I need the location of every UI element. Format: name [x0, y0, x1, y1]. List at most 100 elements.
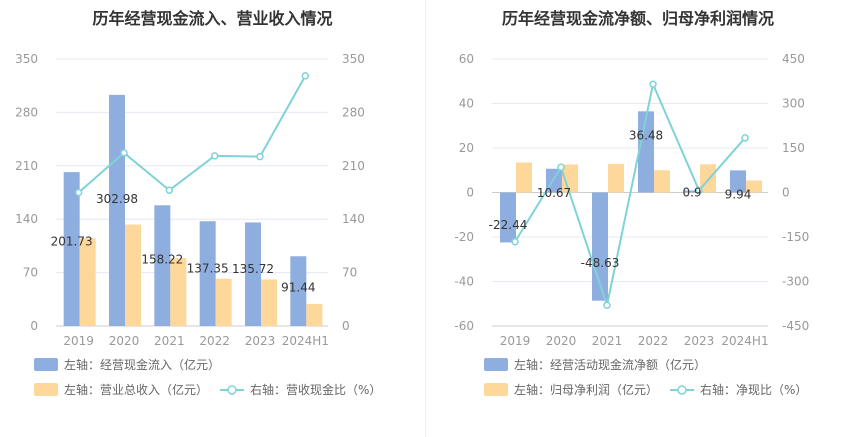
bar-secondary — [700, 164, 716, 193]
y-right-tick-label: 0 — [342, 319, 350, 333]
legend-marker — [227, 385, 237, 395]
panel-divider — [425, 0, 426, 437]
line-point — [256, 152, 264, 161]
data-label: 201.73 — [51, 234, 93, 248]
y-left-tick-label: 350 — [15, 52, 38, 66]
bar-primary — [638, 111, 654, 193]
line-point — [603, 301, 611, 309]
data-label: 137.35 — [187, 261, 229, 275]
y-left-tick-label: 60 — [459, 52, 474, 66]
x-tick-label: 2021 — [592, 334, 623, 348]
bar-secondary — [125, 224, 141, 326]
line-point — [301, 72, 310, 80]
x-tick-label: 2023 — [245, 334, 276, 348]
line-point — [120, 149, 128, 157]
x-tick-label: 2022 — [638, 334, 669, 348]
y-left-tick-label: 280 — [15, 105, 38, 119]
data-label: 0.9 — [682, 186, 701, 200]
bar-secondary — [261, 279, 277, 326]
line-point — [74, 188, 83, 197]
left-chart-panel: 历年经营现金流入、营业收入情况 0 70 140 210 280 350 0 70 140 210… — [15, 9, 381, 397]
bar-secondary — [79, 238, 96, 326]
data-label: 302.98 — [96, 192, 138, 206]
x-tick-label: 2024H1 — [282, 334, 329, 348]
data-label: 91.44 — [281, 281, 315, 295]
line-point — [210, 152, 219, 160]
x-tick-label: 2024H1 — [721, 334, 768, 348]
bar-primary — [500, 192, 516, 243]
legend-label: 左轴：经营现金流入（亿元） — [64, 357, 220, 372]
y-right-tick-label: 280 — [342, 105, 365, 119]
x-tick-label: 2019 — [500, 334, 531, 348]
bar-primary — [245, 222, 261, 326]
y-right-tick-label: 150 — [782, 141, 805, 155]
y-left-tick-label: 20 — [459, 141, 474, 155]
bar-primary — [684, 190, 700, 193]
y-right-tick-label: 450 — [782, 52, 805, 66]
y-left-tick-label: -60 — [454, 319, 474, 333]
bar-secondary — [562, 164, 578, 193]
line-point — [695, 186, 703, 195]
line-point — [511, 237, 519, 246]
y-left-tick-label: 210 — [15, 159, 38, 173]
series-line — [514, 80, 746, 310]
bar-primary — [730, 170, 746, 193]
line-point — [557, 163, 565, 172]
x-tick-label: 2022 — [199, 334, 230, 348]
legend-label: 左轴：营业总收入（亿元） — [64, 382, 208, 397]
bar-secondary — [608, 164, 624, 193]
bar-secondary — [215, 278, 232, 326]
y-right-tick-label: -150 — [782, 230, 809, 244]
x-tick-label: 2023 — [684, 334, 715, 348]
legend-marker — [677, 385, 687, 395]
y-left-tick-label: 40 — [459, 97, 474, 111]
y-left-tick-label: 70 — [23, 266, 38, 280]
x-tick-label: 2020 — [546, 334, 577, 348]
y-right-tick-label: 210 — [342, 159, 365, 173]
data-label: 158.22 — [141, 253, 183, 267]
bar-primary — [109, 94, 125, 327]
x-tick-label: 2020 — [109, 334, 140, 348]
chart-title: 历年经营现金流入、营业收入情况 — [92, 9, 333, 28]
line-point — [649, 80, 657, 88]
y-right-tick-label: 350 — [342, 52, 365, 66]
bar-primary — [290, 256, 307, 326]
bar-primary — [154, 205, 171, 326]
legend-label: 左轴：经营活动现金流净额（亿元） — [514, 357, 706, 372]
legend-swatch — [34, 358, 58, 371]
legend-label: 右轴：净现比（%） — [700, 382, 807, 397]
bar-secondary — [516, 162, 532, 193]
legend-label: 右轴：营收现金比（%） — [250, 382, 381, 397]
x-tick-label: 2021 — [154, 334, 185, 348]
x-tick-label: 2019 — [63, 334, 94, 348]
bar-secondary — [306, 303, 323, 326]
data-label: 36.48 — [629, 128, 663, 142]
data-label: 9.94 — [725, 187, 752, 201]
line-point — [165, 186, 174, 194]
data-label: 10.67 — [537, 186, 571, 200]
y-left-tick-label: -40 — [454, 275, 474, 289]
right-chart-panel: 历年经营现金流净额、归母净利润情况 -60 -40 -20 0 20 40 60 -450 -3… — [426, 0, 850, 437]
y-right-tick-label: 0 — [782, 186, 790, 200]
y-right-tick-label: 300 — [782, 97, 805, 111]
y-right-tick-label: -450 — [782, 319, 809, 333]
legend-swatch — [484, 358, 508, 371]
right-chart-svg: -60 -40 -20 0 20 40 60 -450 -300 -150 0 150 300 450 20… — [454, 52, 809, 397]
series-line — [78, 75, 307, 194]
bar-secondary — [654, 170, 670, 193]
y-left-tick-label: 0 — [466, 186, 474, 200]
bar-secondary — [746, 180, 762, 193]
legend-swatch — [34, 383, 58, 396]
chart-title: 历年经营现金流净额、归母净利润情况 — [501, 9, 774, 28]
left-chart-svg: 0 70 140 210 280 350 0 70 140 210 280 350 2019 2020 20… — [15, 52, 381, 397]
legend-swatch — [484, 383, 508, 396]
legend-label: 左轴：归母净利润（亿元） — [514, 382, 658, 397]
bar-primary — [199, 221, 216, 326]
bar-primary — [63, 172, 80, 326]
y-left-tick-label: 140 — [15, 212, 38, 226]
data-label: -48.63 — [581, 256, 620, 270]
y-right-tick-label: 140 — [342, 212, 365, 226]
y-left-tick-label: -20 — [454, 230, 474, 244]
y-right-tick-label: 70 — [342, 266, 357, 280]
line-point — [741, 134, 749, 142]
